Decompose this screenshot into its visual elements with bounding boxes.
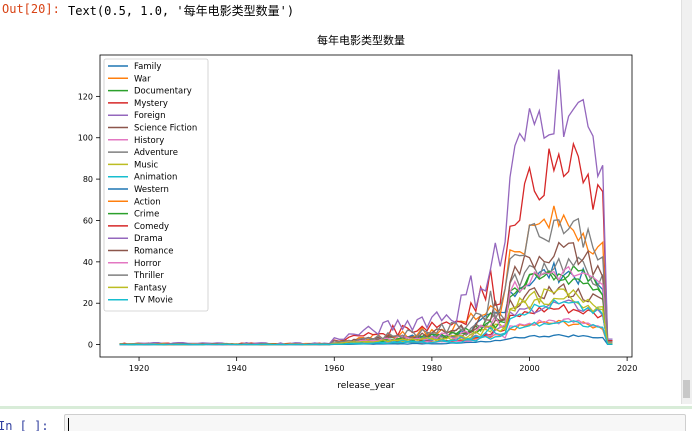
input-prompt: In [ ]: bbox=[0, 419, 49, 431]
x-tick-label: 2000 bbox=[519, 364, 539, 373]
legend-label: Romance bbox=[134, 247, 174, 257]
output-prompt: Out[20]: bbox=[2, 2, 60, 16]
axes-frame bbox=[99, 54, 633, 358]
x-tick-label: 1920 bbox=[129, 364, 149, 373]
legend-label: Documentary bbox=[134, 87, 192, 97]
legend-label: Drama bbox=[134, 234, 163, 244]
legend-label: Thriller bbox=[133, 271, 164, 281]
x-tick-label: 1960 bbox=[324, 364, 344, 373]
series-line-tv-movie bbox=[119, 320, 613, 346]
legend-label: Comedy bbox=[134, 222, 169, 232]
legend-label: Foreign bbox=[134, 111, 165, 121]
vertical-scrollbar[interactable] bbox=[681, 0, 692, 404]
legend-label: Crime bbox=[134, 210, 159, 220]
legend-label: History bbox=[134, 136, 164, 146]
y-tick-label: 40 bbox=[83, 258, 93, 267]
legend-label: Science Fiction bbox=[134, 124, 197, 134]
output-text: Text(0.5, 1.0, '每年电影类型数量') bbox=[68, 4, 295, 18]
y-tick-label: 120 bbox=[78, 92, 93, 101]
legend-label: War bbox=[134, 74, 151, 84]
x-tick-label: 2020 bbox=[617, 364, 637, 373]
legend-label: Horror bbox=[134, 259, 161, 269]
y-tick-label: 100 bbox=[78, 134, 93, 143]
x-tick-label: 1940 bbox=[226, 364, 246, 373]
legend-label: Mystery bbox=[134, 99, 168, 109]
y-tick-label: 20 bbox=[83, 299, 93, 308]
series-line-drama bbox=[119, 69, 613, 346]
y-tick-label: 60 bbox=[83, 216, 93, 225]
legend: Family War Documentary Mystery Foreign Scienc… bbox=[103, 58, 209, 312]
legend-box bbox=[103, 58, 209, 312]
legend-label: Action bbox=[134, 197, 161, 207]
chart-title: 每年电影类型数量 bbox=[317, 33, 405, 47]
legend-label: Music bbox=[134, 160, 159, 170]
legend-label: TV Movie bbox=[133, 296, 173, 306]
legend-label: Adventure bbox=[134, 148, 178, 158]
plot-lines bbox=[119, 69, 613, 346]
x-axis-label: release_year bbox=[337, 381, 395, 391]
y-tick-label: 0 bbox=[88, 341, 93, 350]
y-tick-label: 80 bbox=[83, 175, 93, 184]
genre-line-chart: 每年电影类型数量 1920 1940 1960 1980 2000 2020 0 20 40 60… bbox=[78, 33, 638, 391]
legend-label: Fantasy bbox=[134, 283, 167, 293]
legend-label: Western bbox=[134, 185, 169, 195]
legend-label: Family bbox=[134, 62, 161, 72]
code-input-cell[interactable] bbox=[64, 414, 686, 431]
axis-ticks: 1920 1940 1960 1980 2000 2020 0 20 40 60 80 100 120 bbox=[78, 92, 638, 373]
x-tick-label: 1980 bbox=[422, 364, 442, 373]
text-cursor bbox=[68, 418, 69, 431]
cell-separator bbox=[0, 406, 692, 409]
legend-label: Animation bbox=[134, 173, 177, 183]
scrollbar-thumb[interactable] bbox=[683, 380, 690, 398]
